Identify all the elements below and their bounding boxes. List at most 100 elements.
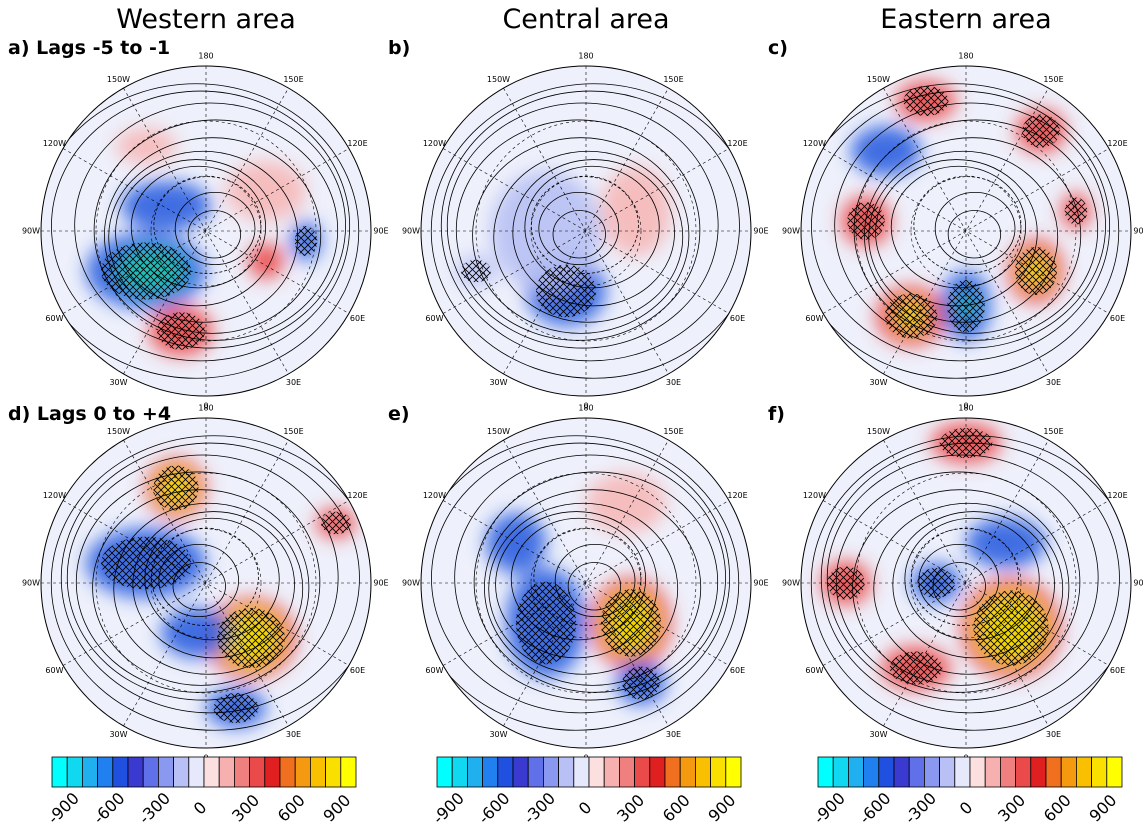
colorbar-box xyxy=(204,757,219,787)
polar-map xyxy=(413,418,751,748)
longitude-label: 30W xyxy=(109,730,127,739)
significance-hatch xyxy=(601,589,661,657)
longitude-label: 90E xyxy=(753,579,768,588)
significance-hatch xyxy=(214,693,259,723)
colorbar-box xyxy=(280,757,295,787)
colorbar-box xyxy=(483,757,498,787)
colorbar-box xyxy=(341,757,356,787)
column-title: Western area xyxy=(116,4,296,35)
colorbar-box xyxy=(143,757,158,787)
colorbar-box xyxy=(513,757,528,787)
colorbar-tick-label: 900 xyxy=(704,791,739,822)
colorbar-box xyxy=(619,757,634,787)
colorbar-tick-label: 600 xyxy=(274,791,309,822)
longitude-label: 30E xyxy=(666,378,681,387)
colorbar-box xyxy=(1046,757,1061,787)
colorbar-box xyxy=(52,757,67,787)
colorbar-tick-label: 300 xyxy=(228,791,263,822)
longitude-label: 90E xyxy=(373,227,388,236)
colorbar-tick-label: 900 xyxy=(1085,791,1120,822)
column-title: Central area xyxy=(502,4,669,35)
colorbar-box xyxy=(174,757,189,787)
longitude-label: 120W xyxy=(43,491,66,500)
column-title: Eastern area xyxy=(880,4,1051,35)
longitude-label: 150E xyxy=(283,427,303,436)
longitude-label: 30W xyxy=(489,730,507,739)
panel-label: b) xyxy=(388,37,410,59)
colorbar-tick-label: 0 xyxy=(956,798,977,819)
colorbar-box xyxy=(833,757,848,787)
longitude-label: 60W xyxy=(45,666,63,675)
longitude-label: 90E xyxy=(753,227,768,236)
colorbar-tick-label: -300 xyxy=(901,789,940,822)
polar-map xyxy=(33,66,371,396)
colorbar-box xyxy=(452,757,467,787)
longitude-label: 30W xyxy=(109,378,127,387)
anomaly xyxy=(486,513,546,573)
colorbar-box xyxy=(635,757,650,787)
colorbar-box xyxy=(879,757,894,787)
longitude-label: 60W xyxy=(805,666,823,675)
colorbar-tick-label: 0 xyxy=(575,798,596,819)
colorbar-box xyxy=(1092,757,1107,787)
longitude-label: 60E xyxy=(730,666,745,675)
longitude-label: 120E xyxy=(347,139,367,148)
longitude-label: 120W xyxy=(803,139,826,148)
longitude-label: 60E xyxy=(1110,666,1125,675)
colorbar-tick-label: -900 xyxy=(810,789,849,822)
longitude-label: 60E xyxy=(350,314,365,323)
colorbar-box xyxy=(848,757,863,787)
anomaly xyxy=(851,126,921,176)
colorbar-box xyxy=(158,757,173,787)
colorbar-box xyxy=(695,757,710,787)
panel-label: d) Lags 0 to +4 xyxy=(8,403,171,425)
colorbar-box xyxy=(82,757,97,787)
longitude-label: 90W xyxy=(402,227,420,236)
colorbar-box xyxy=(864,757,879,787)
longitude-label: 150W xyxy=(867,75,890,84)
colorbar-box xyxy=(894,757,909,787)
colorbar-box xyxy=(711,757,726,787)
longitude-label: 180 xyxy=(958,52,973,61)
longitude-label: 30W xyxy=(869,730,887,739)
colorbar-box xyxy=(1000,757,1015,787)
colorbar-box xyxy=(985,757,1000,787)
colorbar-tick-label: 0 xyxy=(190,798,211,819)
longitude-label: 150W xyxy=(107,75,130,84)
colorbar-tick-label: -900 xyxy=(429,789,468,822)
longitude-label: 60E xyxy=(730,314,745,323)
colorbar-tick-label: -900 xyxy=(44,789,83,822)
colorbar-box xyxy=(234,757,249,787)
colorbar-box xyxy=(970,757,985,787)
colorbar-box xyxy=(467,757,482,787)
longitude-label: 120W xyxy=(423,139,446,148)
colorbar-box xyxy=(604,757,619,787)
anomaly xyxy=(121,181,211,231)
colorbar-box xyxy=(589,757,604,787)
colorbar-tick-label: 600 xyxy=(1040,791,1075,822)
longitude-label: 90E xyxy=(373,579,388,588)
polar-map xyxy=(793,66,1131,396)
longitude-label: 120E xyxy=(727,139,747,148)
colorbar-box xyxy=(219,757,234,787)
longitude-label: 150W xyxy=(487,427,510,436)
colorbar-tick-label: -300 xyxy=(135,789,174,822)
longitude-label: 120W xyxy=(803,491,826,500)
figure: Western areaCentral areaEastern areaa) L… xyxy=(0,0,1143,822)
colorbar-tick-label: -300 xyxy=(520,789,559,822)
colorbar-tick-label: -600 xyxy=(474,789,513,822)
colorbar-box xyxy=(113,757,128,787)
significance-hatch xyxy=(1065,198,1088,225)
colorbar-box xyxy=(909,757,924,787)
longitude-label: 150W xyxy=(487,75,510,84)
colorbar-box xyxy=(1061,757,1076,787)
panel-label: f) xyxy=(768,403,785,425)
colorbar-tick-label: -600 xyxy=(855,789,894,822)
longitude-label: 180 xyxy=(198,404,213,413)
colorbar-tick-label: 300 xyxy=(613,791,648,822)
longitude-label: 120W xyxy=(423,491,446,500)
colorbar-box xyxy=(1031,757,1046,787)
colorbar-box xyxy=(98,757,113,787)
colorbar-box xyxy=(924,757,939,787)
longitude-label: 180 xyxy=(198,52,213,61)
